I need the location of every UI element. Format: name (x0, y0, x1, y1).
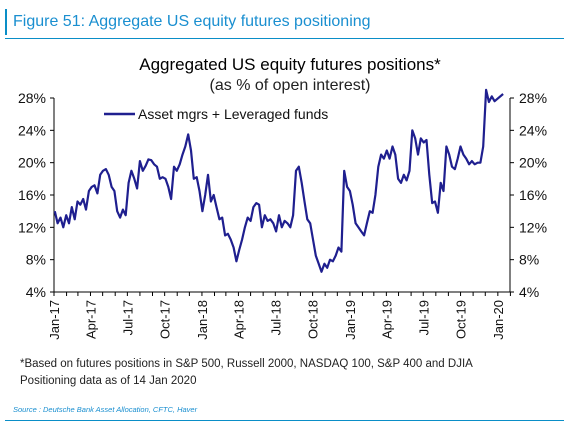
axes: 4% 4% 8% 8% 12% 12% 16% 16% 20% 20% 24% 24% 28% 28% Ja… (18, 90, 547, 340)
chart-subtitle: (as % of open interest) (210, 77, 371, 94)
chart-title: Aggregated US equity futures positions* (139, 55, 441, 74)
header-rule (5, 38, 564, 39)
legend-label: Asset mgrs + Leveraged funds (138, 106, 328, 122)
x-tick-label: Jan-19 (343, 300, 358, 340)
y-tick-label-right: 4% (519, 284, 539, 300)
y-tick-label-left: 16% (18, 187, 46, 203)
positioning-line-chart: Aggregated US equity futures positions* … (18, 55, 547, 340)
x-tick-label: Apr-18 (231, 300, 246, 339)
x-tick-label: Jul-19 (416, 300, 431, 335)
series-layer (53, 88, 504, 273)
x-tick-label: Apr-17 (83, 300, 98, 339)
y-tick-label-right: 12% (519, 219, 547, 235)
figure-header: Figure 51: Aggregate US equity futures p… (0, 0, 569, 40)
x-tick-label: Jan-18 (195, 300, 210, 340)
x-tick-label: Oct-18 (306, 300, 321, 339)
series-line-asset-mgrs-leveraged-funds (53, 88, 504, 273)
figure-accent-bar (5, 9, 7, 35)
footnote-futures-basis: *Based on futures positions in S&P 500, … (20, 358, 473, 370)
figure-label: Figure 51: Aggregate US equity futures p… (13, 13, 371, 30)
y-tick-label-left: 20% (18, 155, 46, 171)
y-tick-label-right: 8% (519, 252, 539, 268)
y-tick-label-left: 4% (26, 284, 46, 300)
x-tick-label: Jul-17 (120, 300, 135, 335)
x-tick-label: Oct-19 (454, 300, 469, 339)
y-tick-label-right: 24% (519, 122, 547, 138)
source-note: Source : Deutsche Bank Asset Allocation,… (13, 405, 198, 414)
y-tick-label-left: 8% (26, 252, 46, 268)
x-tick-label: Apr-19 (379, 300, 394, 339)
y-tick-label-right: 16% (519, 187, 547, 203)
x-tick-label: Jul-18 (268, 300, 283, 335)
x-tick-label: Oct-17 (158, 300, 173, 339)
y-tick-label-left: 24% (18, 122, 46, 138)
y-tick-label-left: 28% (18, 90, 46, 106)
footnote-data-date: Positioning data as of 14 Jan 2020 (20, 375, 197, 387)
footer-rule (5, 420, 564, 421)
x-tick-label: Jan-17 (47, 300, 62, 340)
y-tick-label-left: 12% (18, 219, 46, 235)
y-tick-label-right: 28% (519, 90, 547, 106)
legend: Asset mgrs + Leveraged funds (104, 106, 328, 122)
x-tick-label: Jan-20 (491, 300, 506, 340)
y-tick-label-right: 20% (519, 155, 547, 171)
